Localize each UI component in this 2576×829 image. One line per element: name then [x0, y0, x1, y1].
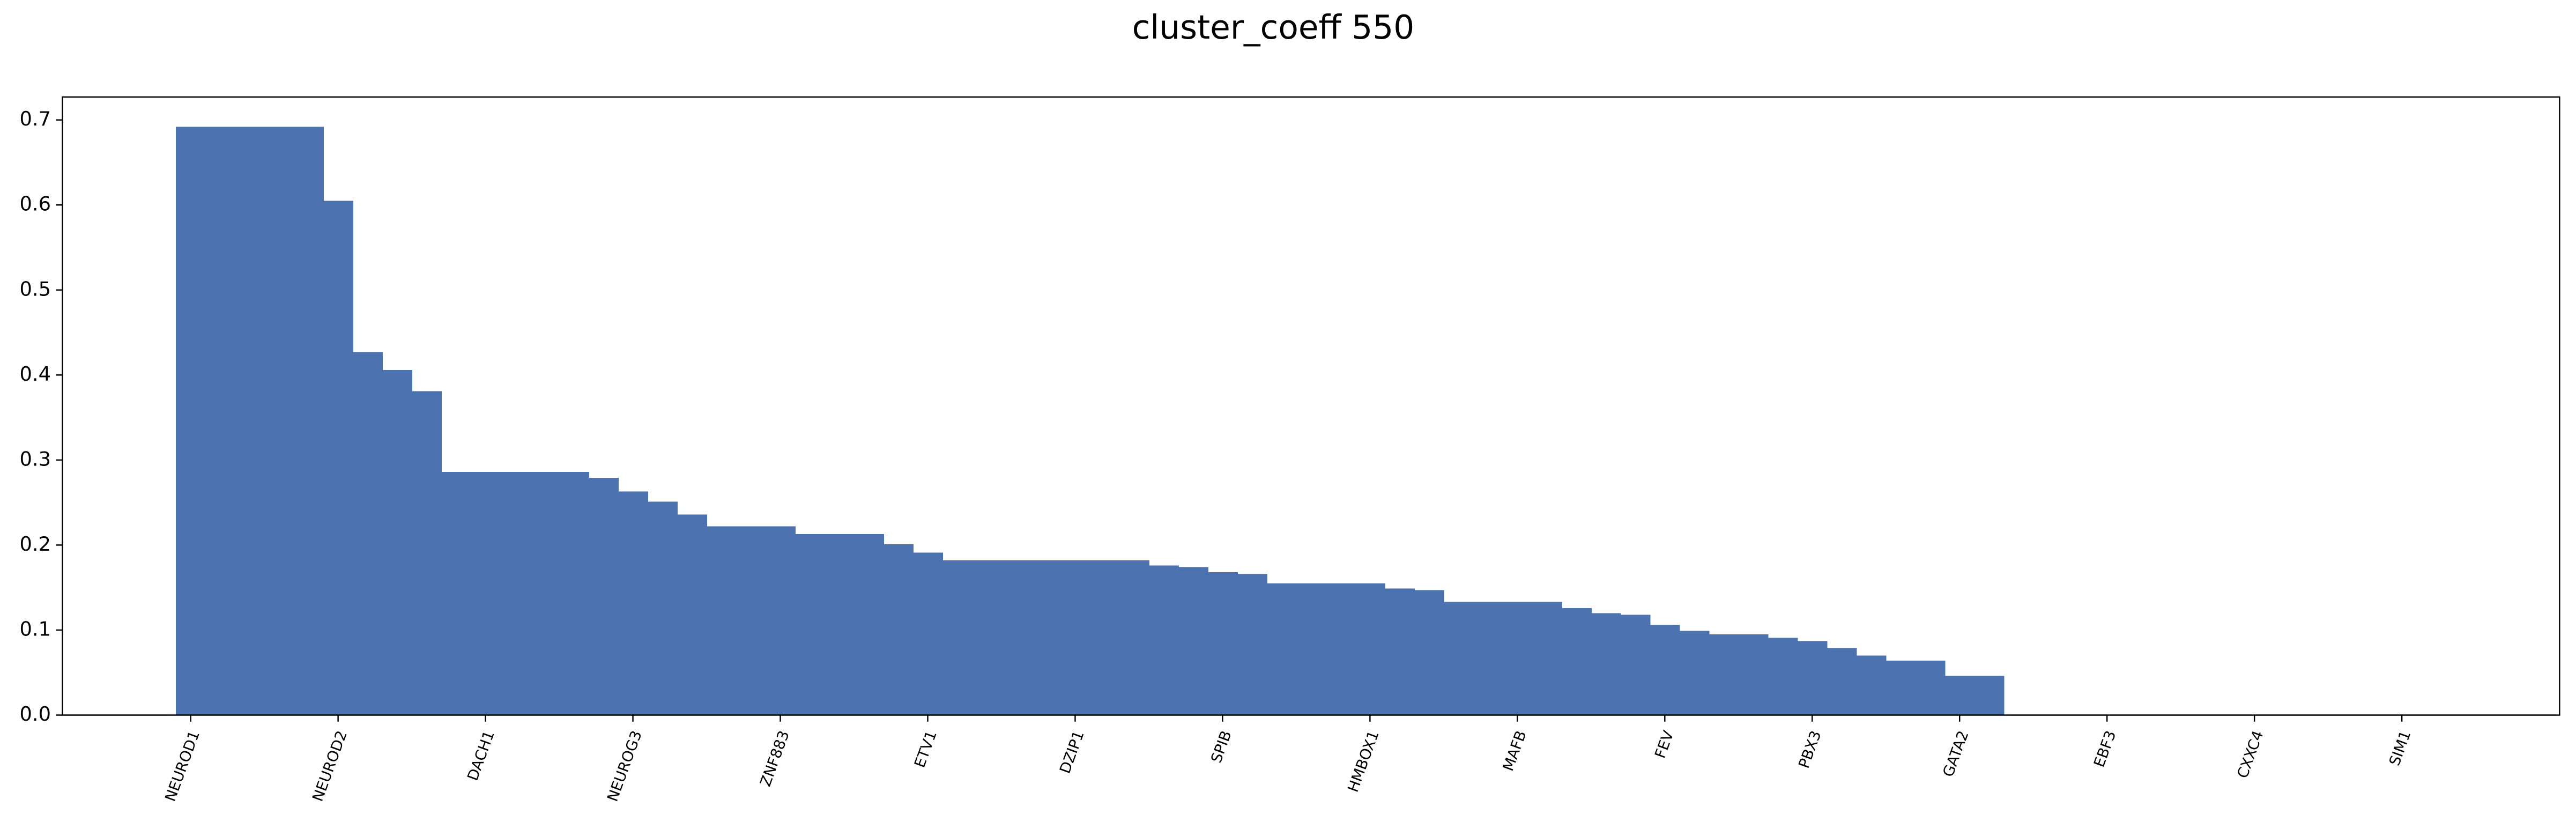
- bar: [677, 514, 707, 715]
- x-tick-label: FEV: [1651, 728, 1677, 760]
- bar: [353, 352, 383, 715]
- x-tick-label: MAFB: [1499, 728, 1530, 773]
- bar: [1915, 661, 1946, 715]
- bar: [1443, 602, 1474, 715]
- y-tick-label: 0.1: [20, 617, 51, 640]
- bar: [1296, 583, 1326, 715]
- bar: [1532, 602, 1562, 715]
- bar: [176, 127, 206, 715]
- bar: [825, 534, 855, 715]
- bar: [235, 127, 265, 715]
- bar: [1679, 631, 1710, 715]
- bar: [1001, 560, 1031, 715]
- x-tick-label: SIM1: [2386, 728, 2415, 768]
- bar: [1089, 560, 1120, 715]
- y-tick-label: 0.7: [20, 107, 51, 130]
- bar: [707, 526, 737, 715]
- x-tick-label: PBX3: [1795, 728, 1825, 771]
- bar: [559, 472, 589, 715]
- bar: [1974, 676, 2005, 715]
- x-tick-label: NEUROD2: [309, 728, 351, 804]
- bar: [971, 560, 1002, 715]
- x-tick-label: SPIB: [1207, 728, 1235, 765]
- bar: [1768, 638, 1798, 715]
- bar: [912, 552, 943, 715]
- y-tick-label: 0.6: [20, 193, 51, 216]
- bar: [382, 369, 413, 715]
- bar: [1944, 676, 1975, 715]
- bar: [1473, 602, 1503, 715]
- bar: [1738, 634, 1769, 715]
- chart-title: cluster_coeff 550: [1132, 9, 1415, 47]
- bar: [1148, 565, 1179, 715]
- x-tick-label: DACH1: [464, 728, 498, 783]
- bar: [1178, 567, 1208, 715]
- bar: [500, 472, 531, 715]
- x-tick-label: DZIP1: [1056, 728, 1088, 776]
- y-tick-label: 0.5: [20, 277, 51, 300]
- bar: [1207, 572, 1238, 715]
- bar: [1414, 590, 1444, 715]
- bar: [1591, 613, 1621, 715]
- bar: [1650, 625, 1680, 715]
- bar: [1266, 583, 1297, 715]
- bar: [1237, 574, 1267, 715]
- bar: [736, 526, 766, 715]
- y-tick-label: 0.0: [20, 702, 51, 726]
- bar: [1060, 560, 1090, 715]
- bar: [1885, 661, 1916, 715]
- bar: [1797, 641, 1828, 715]
- bar: [589, 478, 619, 715]
- bar: [884, 544, 914, 715]
- bar: [618, 491, 648, 715]
- bar: [648, 501, 678, 715]
- x-tick-label: NEUROD1: [161, 728, 203, 804]
- bar: [1856, 655, 1887, 715]
- bar: [1384, 588, 1415, 715]
- bar: [205, 127, 236, 715]
- bar: [1620, 615, 1651, 715]
- bar: [441, 472, 472, 715]
- x-tick-label: HMBOX1: [1344, 728, 1383, 794]
- bar: [1030, 560, 1061, 715]
- x-tick-label: NEUROG3: [604, 728, 645, 804]
- bar: [323, 201, 354, 715]
- y-tick-label: 0.2: [20, 532, 51, 556]
- bar: [530, 472, 560, 715]
- bar: [471, 472, 501, 715]
- x-tick-label: ZNF883: [756, 728, 793, 789]
- bar: [1827, 648, 1857, 715]
- bar: [1502, 602, 1533, 715]
- bar: [942, 560, 973, 715]
- bar: [766, 526, 796, 715]
- bar: [854, 534, 884, 715]
- y-tick-label: 0.4: [20, 362, 51, 386]
- bar: [1709, 634, 1739, 715]
- x-tick-label: GATA2: [1939, 728, 1972, 779]
- bar: [795, 534, 825, 715]
- x-tick-label: EBF3: [2090, 728, 2120, 769]
- bar: [412, 391, 442, 715]
- plot-frame: [62, 96, 2560, 716]
- x-tick-label: CXXC4: [2233, 728, 2267, 781]
- bar: [1119, 560, 1149, 715]
- bar: [294, 127, 324, 715]
- bar: [1561, 608, 1592, 715]
- x-tick-label: ETV1: [911, 728, 940, 770]
- bar: [1355, 583, 1385, 715]
- bar: [264, 127, 295, 715]
- y-tick-label: 0.3: [20, 447, 51, 470]
- bar: [1325, 583, 1356, 715]
